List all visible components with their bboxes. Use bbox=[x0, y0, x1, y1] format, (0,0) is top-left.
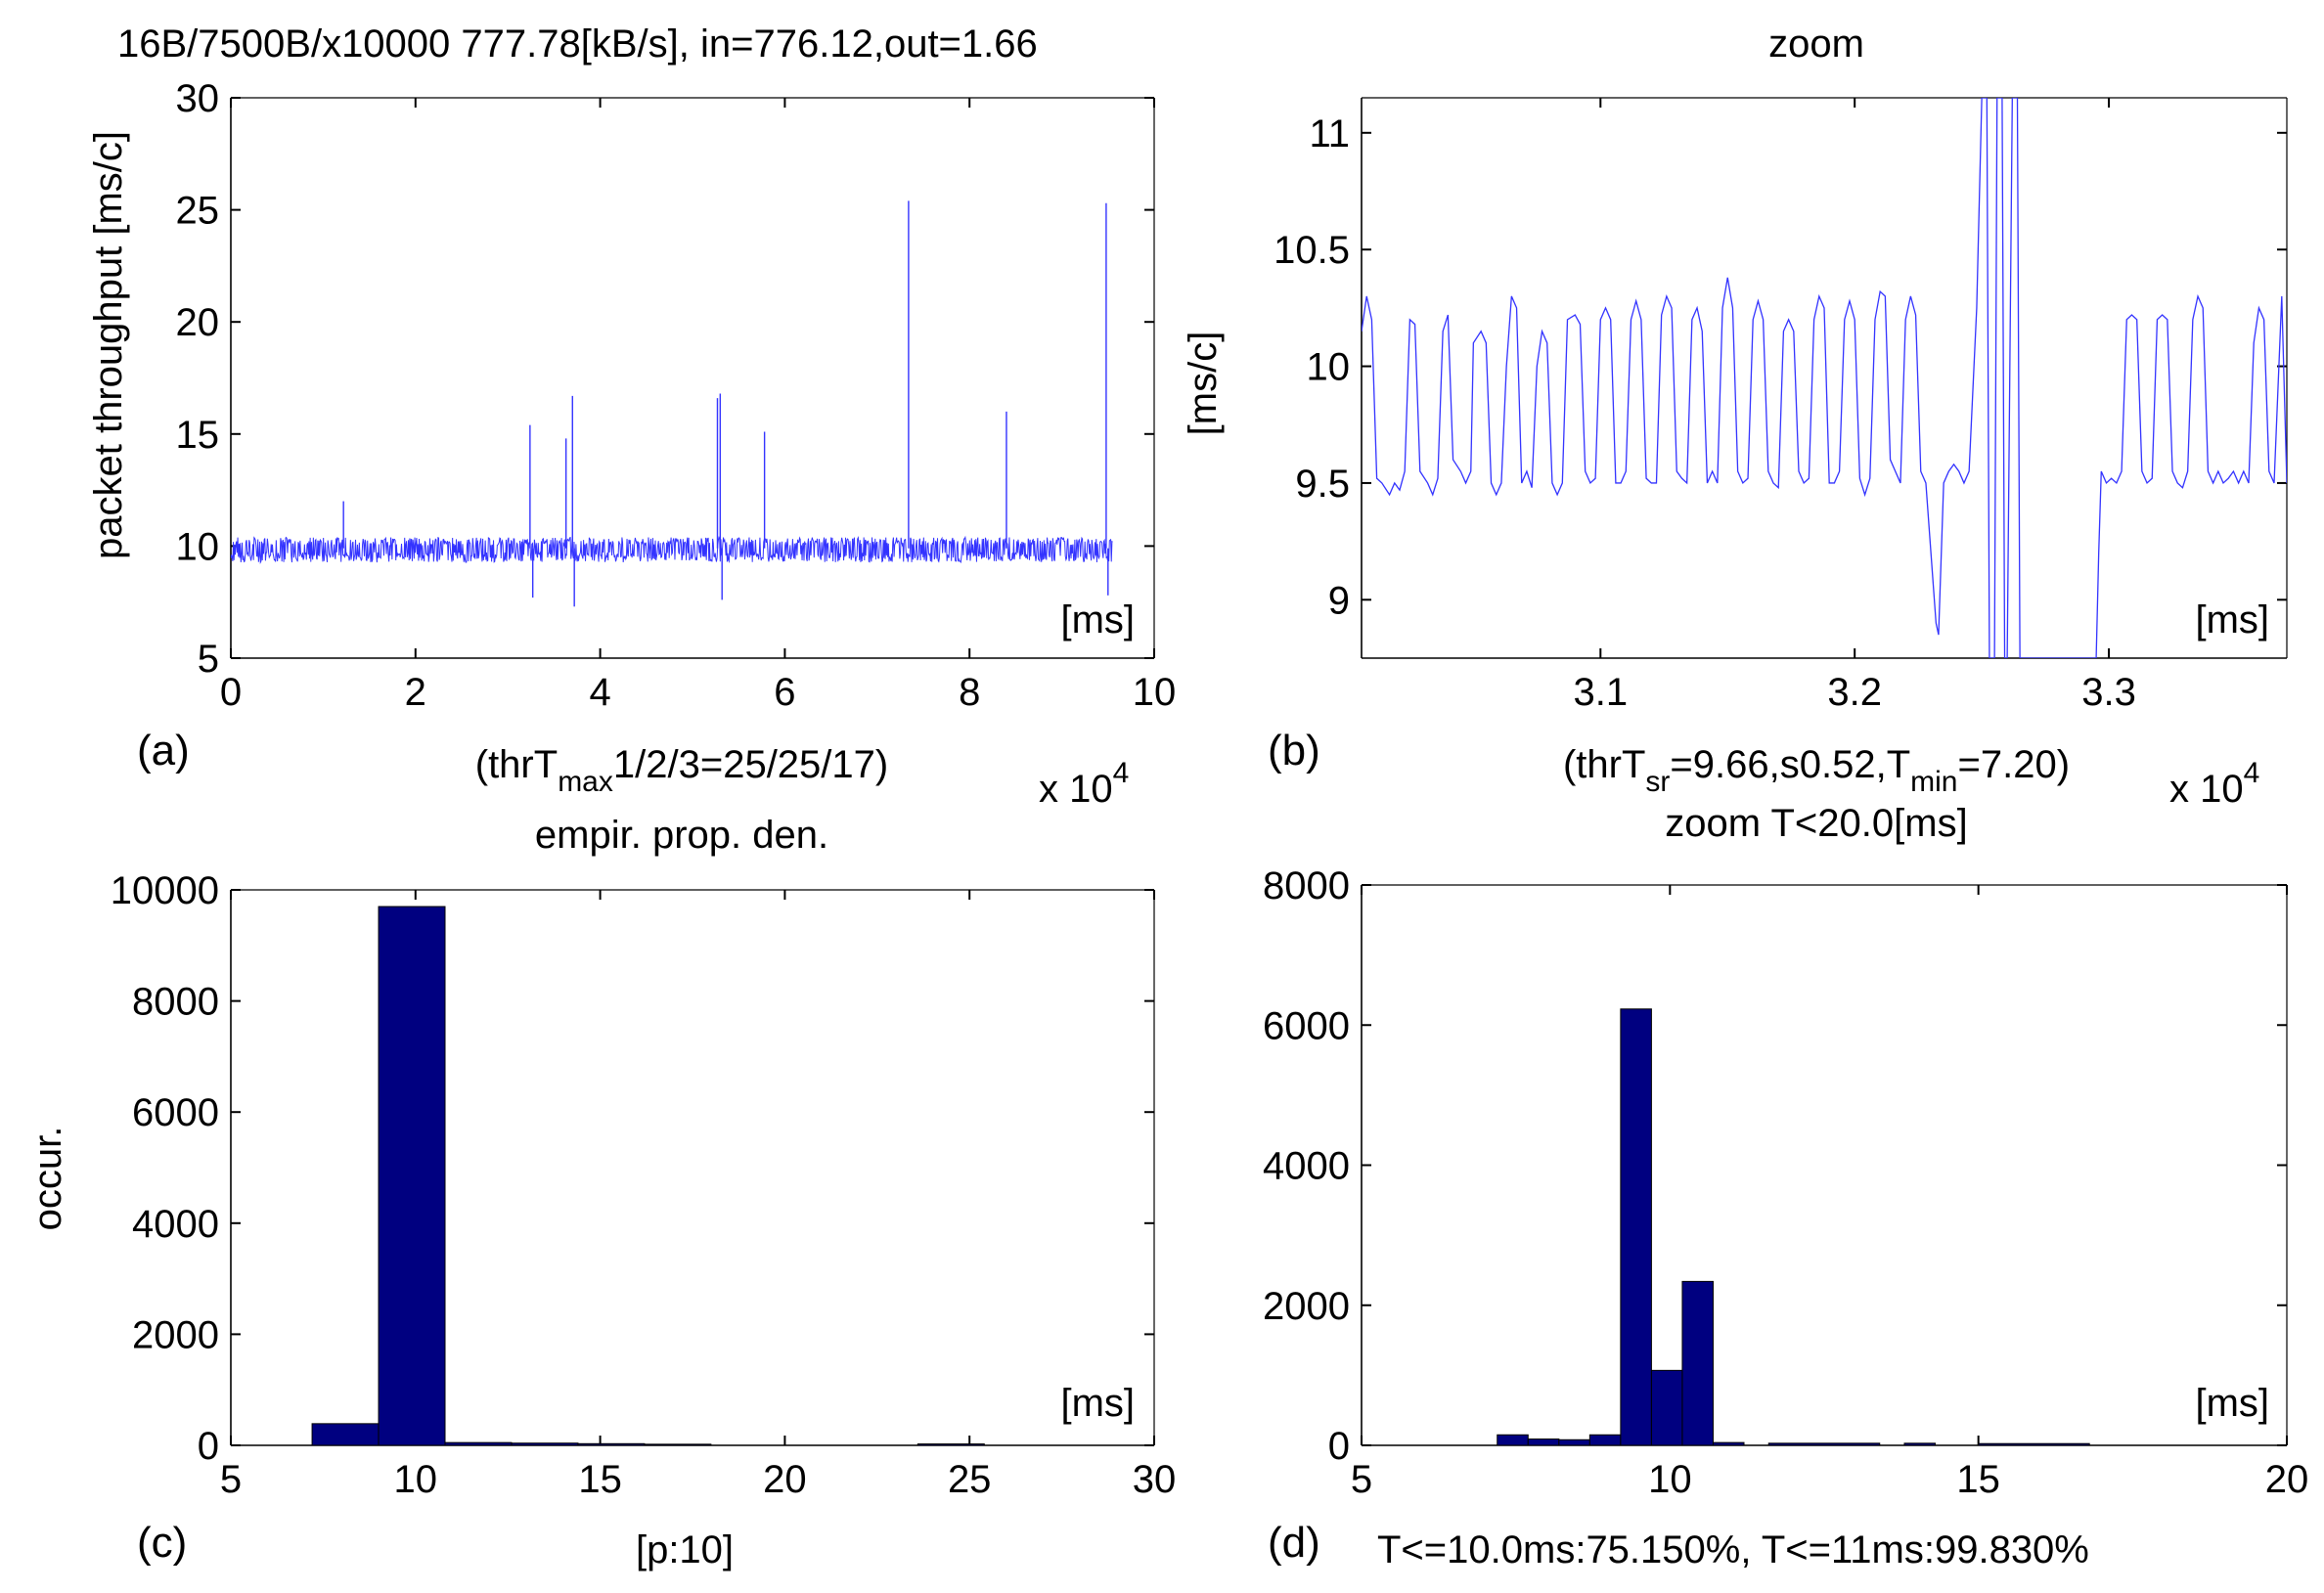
panel-c-xtick-label: 30 bbox=[1133, 1458, 1177, 1501]
panel-c-label: (c) bbox=[137, 1519, 187, 1567]
panel-d-bar bbox=[1903, 1442, 1937, 1445]
panel-c-xtick-label: 10 bbox=[394, 1458, 438, 1501]
panel-d-series bbox=[1497, 1008, 2090, 1445]
panel-b-xtick-label: 3.2 bbox=[1827, 671, 1882, 714]
panel-d-ytick-label: 6000 bbox=[1263, 1004, 1350, 1047]
panel-c-xtick-label: 5 bbox=[220, 1458, 242, 1501]
panel-c-bar bbox=[311, 1423, 380, 1445]
panel-a-ytick-label: 5 bbox=[198, 638, 219, 681]
panel-d-bar bbox=[1681, 1280, 1714, 1445]
panel-a-ytick-label: 20 bbox=[176, 301, 220, 344]
panel-c-series bbox=[311, 906, 985, 1445]
panel-c-ytick-label: 2000 bbox=[132, 1313, 219, 1356]
panel-b: zoom [ms/c] 9 9.5 10 10.5 11 3.1 3.2 3.3 [ms] (… bbox=[1182, 22, 2288, 811]
panel-b-xlabel: (thrTsr=9.66,s0.52,Tmin=7.20) bbox=[1563, 743, 2070, 798]
panel-d-bar bbox=[1650, 1369, 1683, 1445]
panel-c-xtick-label: 15 bbox=[578, 1458, 622, 1501]
panel-d-ytick-label: 0 bbox=[1328, 1425, 1350, 1468]
panel-c-ytick-label: 4000 bbox=[132, 1203, 219, 1246]
panel-a-ytick-label: 15 bbox=[176, 414, 220, 457]
panel-b-title: zoom bbox=[1768, 22, 1864, 66]
panel-a-title: 16B/7500B/x10000 777.78[kB/s], in=776.12… bbox=[117, 22, 1038, 66]
panel-a-plot: 5 10 15 20 25 30 0 2 4 6 8 10 bbox=[176, 77, 1177, 714]
panel-c-xtick-label: 25 bbox=[948, 1458, 992, 1501]
panel-c-bar bbox=[916, 1443, 985, 1445]
panel-b-label: (b) bbox=[1268, 727, 1320, 774]
panel-c-bar bbox=[511, 1442, 579, 1445]
panel-a-xtick-label: 8 bbox=[959, 671, 980, 714]
panel-a-ylabel-wrap: packet throughput [ms/c] bbox=[87, 131, 130, 559]
panel-c-unit-label: [ms] bbox=[1060, 1382, 1135, 1425]
panel-a-label: (a) bbox=[137, 727, 190, 774]
panel-b-ytick-label: 10.5 bbox=[1274, 229, 1350, 272]
panel-d-bar bbox=[1588, 1434, 1622, 1445]
panel-a-xlabel: (thrTmax1/2/3=25/25/17) bbox=[475, 743, 888, 798]
panel-d-bar bbox=[1527, 1438, 1560, 1445]
panel-c-xlabel: [p:10] bbox=[636, 1528, 734, 1571]
panel-c-bar bbox=[644, 1443, 712, 1445]
panel-b-ytick-label: 9 bbox=[1328, 579, 1350, 622]
panel-c: empir. prop. den. occur. 0 2000 4000 6000 80… bbox=[26, 814, 1176, 1571]
panel-a-unit-label: [ms] bbox=[1060, 598, 1135, 642]
panel-a-ytick-label: 30 bbox=[176, 77, 220, 120]
panel-c-ytick-label: 10000 bbox=[111, 869, 219, 912]
panel-d: zoom T<20.0[ms] 0 2000 4000 6000 8000 5 10 15 20… bbox=[1263, 802, 2308, 1571]
panel-c-bar bbox=[378, 906, 446, 1445]
panel-b-unit-label: [ms] bbox=[2195, 598, 2269, 642]
panel-a-xtick-label: 4 bbox=[589, 671, 610, 714]
panel-a-series bbox=[231, 200, 1113, 607]
panel-d-ytick-label: 2000 bbox=[1263, 1285, 1350, 1328]
panel-b-ylabel: [ms/c] bbox=[1182, 332, 1225, 436]
panel-d-unit-label: [ms] bbox=[2195, 1382, 2269, 1425]
panel-a: 16B/7500B/x10000 777.78[kB/s], in=776.12… bbox=[87, 22, 1176, 811]
panel-d-ytick-label: 4000 bbox=[1263, 1145, 1350, 1188]
panel-b-series bbox=[1362, 98, 2287, 658]
panel-d-xtick-label: 10 bbox=[1648, 1458, 1692, 1501]
panel-a-xtick-label: 6 bbox=[774, 671, 795, 714]
panel-a-baseline-line bbox=[231, 535, 1113, 564]
panel-a-ytick-label: 10 bbox=[176, 525, 220, 568]
panel-c-title: empir. prop. den. bbox=[535, 814, 828, 857]
panel-b-plot: 9 9.5 10 10.5 11 3.1 3.2 3.3 bbox=[1274, 97, 2288, 714]
panel-d-title: zoom T<20.0[ms] bbox=[1665, 802, 1967, 845]
panel-a-xtick-label: 10 bbox=[1133, 671, 1177, 714]
panel-d-ytick-label: 8000 bbox=[1263, 864, 1350, 907]
panel-d-plot: 0 2000 4000 6000 8000 5 10 15 20 bbox=[1263, 864, 2308, 1501]
panel-d-xtick-label: 5 bbox=[1351, 1458, 1372, 1501]
panel-d-bar bbox=[1558, 1438, 1590, 1445]
panel-d-xtick-label: 15 bbox=[1956, 1458, 2000, 1501]
panel-b-ytick-label: 10 bbox=[1307, 346, 1351, 389]
panel-c-ylabel-wrap: occur. bbox=[26, 1127, 69, 1231]
panel-b-ylabel-wrap: [ms/c] bbox=[1182, 332, 1225, 436]
panel-c-xtick-label: 20 bbox=[763, 1458, 807, 1501]
panel-b-x-multiplier: x 104 bbox=[2169, 757, 2259, 811]
panel-c-ylabel: occur. bbox=[26, 1127, 69, 1231]
panel-c-ytick-label: 8000 bbox=[132, 981, 219, 1024]
panel-a-ylabel: packet throughput [ms/c] bbox=[87, 131, 130, 559]
panel-a-xtick-label: 0 bbox=[220, 671, 242, 714]
panel-a-ytick-label: 25 bbox=[176, 190, 220, 233]
panel-d-bar bbox=[1497, 1434, 1529, 1445]
panel-b-xtick-label: 3.3 bbox=[2081, 671, 2136, 714]
panel-b-xtick-label: 3.1 bbox=[1573, 671, 1628, 714]
panel-d-bar bbox=[1978, 1442, 2090, 1445]
panel-b-ytick-label: 11 bbox=[1309, 112, 1350, 155]
panel-d-bar bbox=[1620, 1008, 1652, 1445]
panel-a-x-multiplier: x 104 bbox=[1039, 757, 1129, 811]
panel-d-bar bbox=[1767, 1442, 1881, 1445]
panel-b-line bbox=[1362, 98, 2287, 658]
panel-c-bar bbox=[577, 1442, 646, 1445]
panel-c-plot: 0 2000 4000 6000 8000 10000 5 10 15 20 25 30 bbox=[111, 869, 1176, 1501]
panel-c-bar bbox=[444, 1441, 513, 1445]
panel-d-xlabel: T<=10.0ms:75.150%, T<=11ms:99.830% bbox=[1377, 1528, 2089, 1571]
panel-d-xtick-label: 20 bbox=[2265, 1458, 2309, 1501]
panel-b-ytick-label: 9.5 bbox=[1295, 463, 1350, 506]
panel-c-ytick-label: 6000 bbox=[132, 1091, 219, 1134]
panel-a-xtick-label: 2 bbox=[405, 671, 426, 714]
panel-d-label: (d) bbox=[1268, 1519, 1320, 1567]
panel-d-bar bbox=[1712, 1441, 1745, 1445]
panel-c-ytick-label: 0 bbox=[198, 1425, 219, 1468]
